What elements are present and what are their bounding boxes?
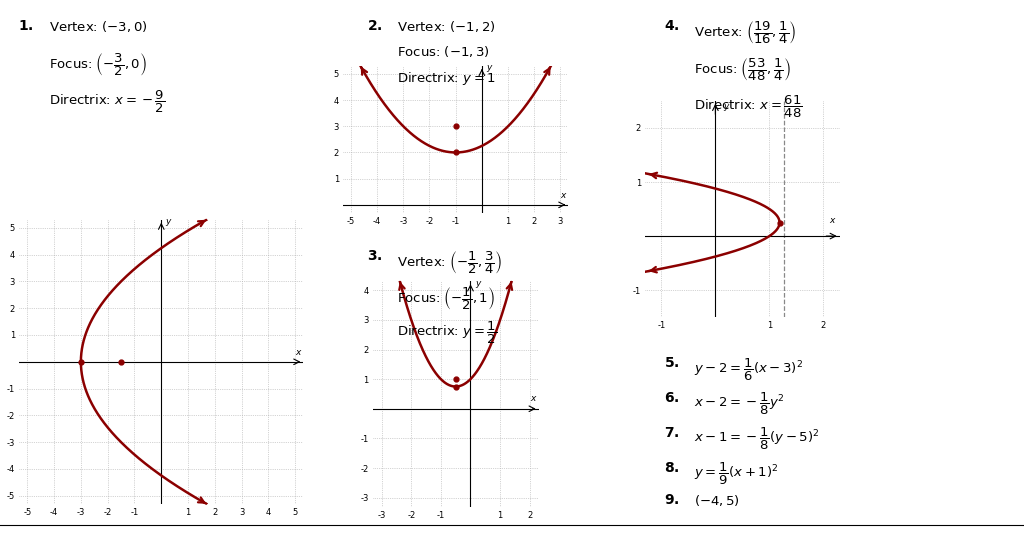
Text: Directrix: $x = -\dfrac{9}{2}$: Directrix: $x = -\dfrac{9}{2}$ [49,88,166,115]
Text: Directrix: $y = 1$: Directrix: $y = 1$ [397,70,497,87]
Text: Focus: $\left(-\dfrac{1}{2},1\right)$: Focus: $\left(-\dfrac{1}{2},1\right)$ [397,285,496,312]
Text: $\mathbf{5.}$: $\mathbf{5.}$ [664,356,679,370]
Text: Vertex: $\left(\dfrac{19}{16},\dfrac{1}{4}\right)$: Vertex: $\left(\dfrac{19}{16},\dfrac{1}{… [694,19,797,46]
Text: Vertex: $(-1,2)$: Vertex: $(-1,2)$ [397,19,496,34]
Text: y: y [165,217,171,226]
Text: Focus: $\left(\dfrac{53}{48},\dfrac{1}{4}\right)$: Focus: $\left(\dfrac{53}{48},\dfrac{1}{4… [694,56,792,83]
Text: y: y [485,63,492,72]
Text: $\mathbf{1.}$: $\mathbf{1.}$ [18,19,34,33]
Text: $\mathbf{3.}$: $\mathbf{3.}$ [367,249,382,263]
Text: Vertex: $\left(-\dfrac{1}{2},\dfrac{3}{4}\right)$: Vertex: $\left(-\dfrac{1}{2},\dfrac{3}{4… [397,249,503,276]
Text: x: x [560,191,565,200]
Text: $\mathbf{9.}$: $\mathbf{9.}$ [664,493,679,507]
Text: y: y [475,279,480,288]
Text: x: x [295,348,301,357]
Text: $x - 1 = -\dfrac{1}{8}(y-5)^2$: $x - 1 = -\dfrac{1}{8}(y-5)^2$ [694,426,819,452]
Text: Focus: $\left(-\dfrac{3}{2},0\right)$: Focus: $\left(-\dfrac{3}{2},0\right)$ [49,51,147,78]
Text: $(-4,5)$: $(-4,5)$ [694,493,740,508]
Text: $\mathbf{2.}$: $\mathbf{2.}$ [367,19,382,33]
Text: $x - 2 = -\dfrac{1}{8}y^2$: $x - 2 = -\dfrac{1}{8}y^2$ [694,391,785,418]
Text: x: x [828,215,835,225]
Text: Directrix: $x = \dfrac{61}{48}$: Directrix: $x = \dfrac{61}{48}$ [694,94,803,120]
Text: $\mathbf{8.}$: $\mathbf{8.}$ [664,461,679,475]
Text: Vertex: $(-3,0)$: Vertex: $(-3,0)$ [49,19,147,34]
Text: $\mathbf{4.}$: $\mathbf{4.}$ [664,19,679,33]
Text: $\mathbf{7.}$: $\mathbf{7.}$ [664,426,679,440]
Text: y: y [724,102,729,111]
Text: $y - 2 = \dfrac{1}{6}(x-3)^2$: $y - 2 = \dfrac{1}{6}(x-3)^2$ [694,356,804,383]
Text: $\mathbf{6.}$: $\mathbf{6.}$ [664,391,679,405]
Text: Directrix: $y = \dfrac{1}{2}$: Directrix: $y = \dfrac{1}{2}$ [397,320,498,346]
Text: Focus: $(-1,3)$: Focus: $(-1,3)$ [397,44,490,59]
Text: $y = \dfrac{1}{9}(x+1)^2$: $y = \dfrac{1}{9}(x+1)^2$ [694,461,778,487]
Text: x: x [530,394,536,404]
